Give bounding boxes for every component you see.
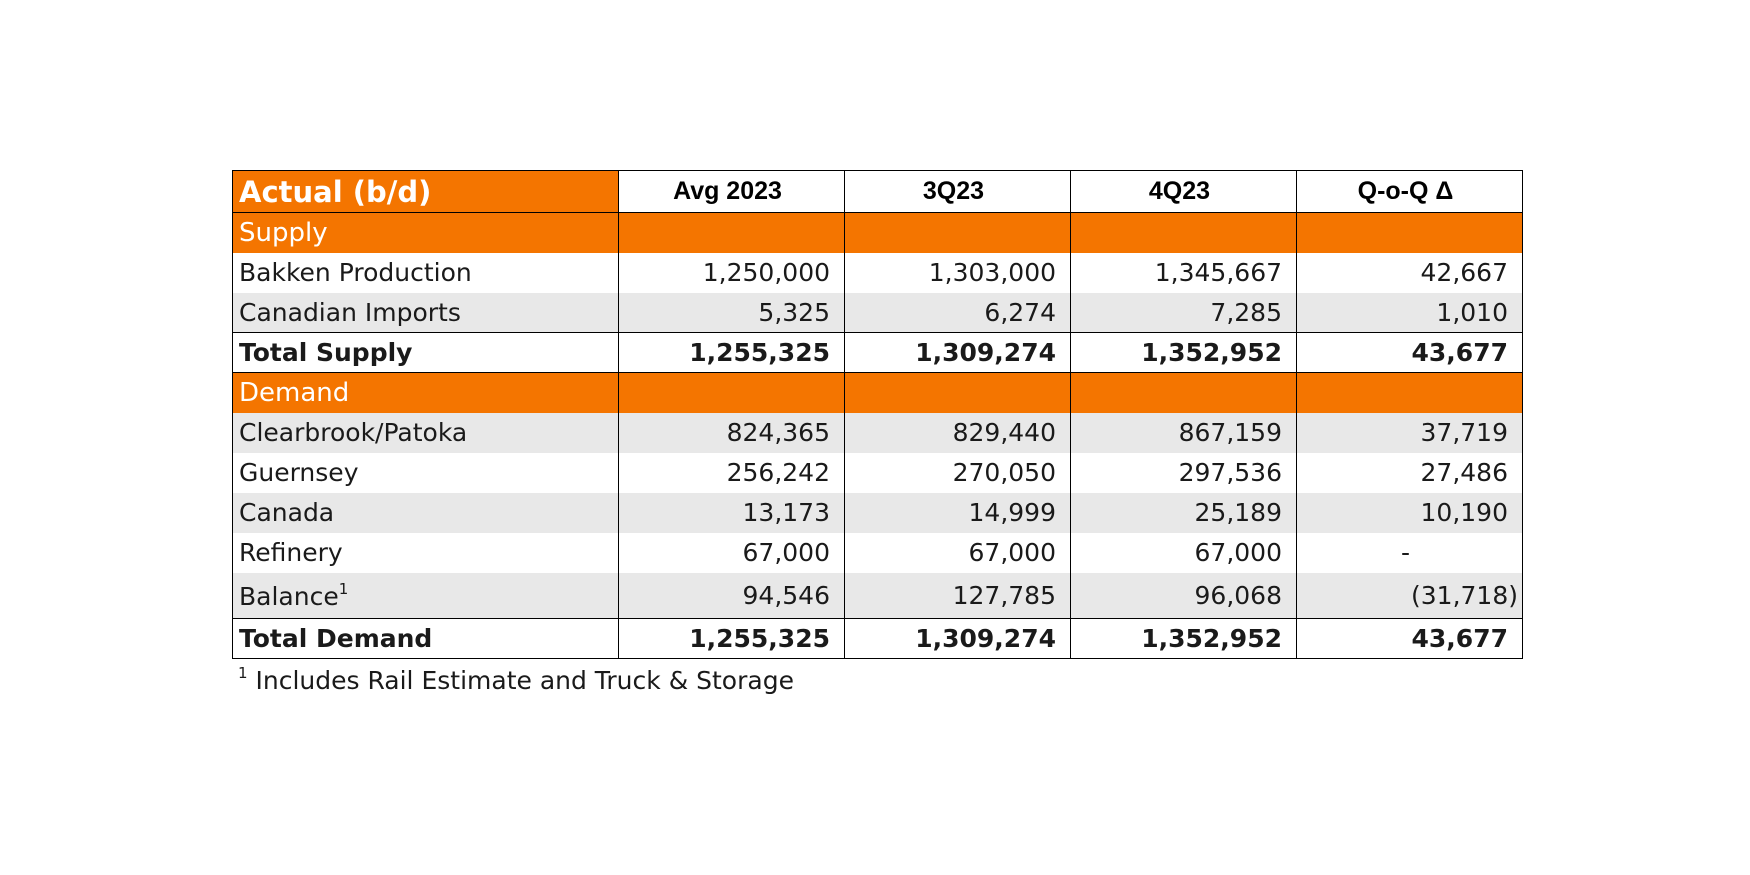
cell-value: 43,677 [1296, 618, 1523, 659]
section-row-supply: Supply [232, 212, 1523, 253]
table-row: Clearbrook/Patoka 824,365 829,440 867,15… [232, 412, 1523, 453]
cell-value: 67,000 [844, 532, 1071, 573]
cell-value: 42,667 [1296, 252, 1523, 293]
cell-value: 25,189 [1070, 492, 1297, 533]
cell-value: 1,255,325 [618, 618, 845, 659]
column-header-qoq-delta: Q-o-Q Δ [1296, 170, 1523, 213]
cell-value: 1,010 [1296, 292, 1523, 333]
cell-value: 1,309,274 [844, 618, 1071, 659]
total-row-demand: Total Demand 1,255,325 1,309,274 1,352,9… [232, 618, 1523, 659]
section-label-demand: Demand [232, 372, 619, 413]
supply-demand-table: Actual (b/d) Avg 2023 3Q23 4Q23 Q-o-Q Δ … [232, 170, 1523, 659]
cell-value: (31,718) [1296, 572, 1523, 619]
cell-value: 5,325 [618, 292, 845, 333]
cell-value: 297,536 [1070, 452, 1297, 493]
cell-value: 1,250,000 [618, 252, 845, 293]
cell-value: 67,000 [618, 532, 845, 573]
cell-value: 867,159 [1070, 412, 1297, 453]
row-label: Total Supply [232, 332, 619, 373]
table-row: Canada 13,173 14,999 25,189 10,190 [232, 492, 1523, 533]
column-header-4q23: 4Q23 [1070, 170, 1297, 213]
footnote: 1 Includes Rail Estimate and Truck & Sto… [238, 664, 794, 695]
footnote-mark: 1 [338, 579, 349, 598]
cell-value: 829,440 [844, 412, 1071, 453]
cell-value: 37,719 [1296, 412, 1523, 453]
row-label: Canadian Imports [232, 292, 619, 333]
cell-value: 1,303,000 [844, 252, 1071, 293]
section-label-supply: Supply [232, 212, 619, 253]
cell-value: 67,000 [1070, 532, 1297, 573]
cell-value: - [1296, 532, 1523, 573]
cell-value: 27,486 [1296, 452, 1523, 493]
footnote-number: 1 [238, 664, 248, 682]
table-row: Balance1 94,546 127,785 96,068 (31,718) [232, 572, 1523, 619]
row-label: Canada [232, 492, 619, 533]
cell-value: 256,242 [618, 452, 845, 493]
footnote-text: Includes Rail Estimate and Truck & Stora… [255, 666, 794, 695]
cell-value: 270,050 [844, 452, 1071, 493]
cell-value: 1,309,274 [844, 332, 1071, 373]
column-header-avg-2023: Avg 2023 [618, 170, 845, 213]
cell-value: 10,190 [1296, 492, 1523, 533]
row-label: Clearbrook/Patoka [232, 412, 619, 453]
table-title: Actual (b/d) [232, 170, 619, 213]
column-header-3q23: 3Q23 [844, 170, 1071, 213]
table-row: Bakken Production 1,250,000 1,303,000 1,… [232, 252, 1523, 293]
cell-value: 1,352,952 [1070, 332, 1297, 373]
cell-value: 96,068 [1070, 572, 1297, 619]
cell-value: 14,999 [844, 492, 1071, 533]
cell-value: 6,274 [844, 292, 1071, 333]
cell-value: 43,677 [1296, 332, 1523, 373]
cell-value: 127,785 [844, 572, 1071, 619]
row-label: Total Demand [232, 618, 619, 659]
table-row: Guernsey 256,242 270,050 297,536 27,486 [232, 452, 1523, 493]
table-row: Canadian Imports 5,325 6,274 7,285 1,010 [232, 292, 1523, 333]
row-label: Guernsey [232, 452, 619, 493]
cell-value: 824,365 [618, 412, 845, 453]
cell-value: 1,352,952 [1070, 618, 1297, 659]
row-label: Bakken Production [232, 252, 619, 293]
cell-value: 1,255,325 [618, 332, 845, 373]
row-label: Balance1 [232, 572, 619, 619]
total-row-supply: Total Supply 1,255,325 1,309,274 1,352,9… [232, 332, 1523, 373]
cell-value: 13,173 [618, 492, 845, 533]
header-row: Actual (b/d) Avg 2023 3Q23 4Q23 Q-o-Q Δ [232, 170, 1523, 213]
cell-value: 1,345,667 [1070, 252, 1297, 293]
section-row-demand: Demand [232, 372, 1523, 413]
table-row: Refinery 67,000 67,000 67,000 - [232, 532, 1523, 573]
row-label-text: Balance [239, 581, 339, 611]
cell-value: 7,285 [1070, 292, 1297, 333]
cell-value: 94,546 [618, 572, 845, 619]
row-label: Refinery [232, 532, 619, 573]
